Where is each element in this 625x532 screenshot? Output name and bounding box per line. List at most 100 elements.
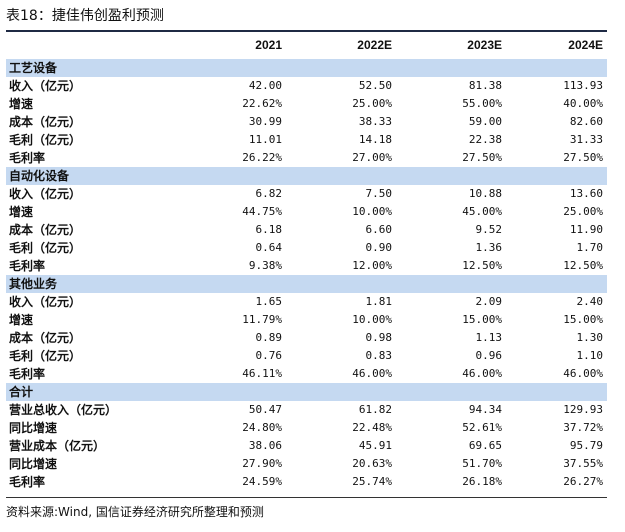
table-row: 成本（亿元） 0.89 0.98 1.13 1.30	[6, 329, 607, 347]
value-cell: 0.90	[365, 241, 393, 254]
value-cell: 1.36	[475, 241, 503, 254]
value-cell: 26.18%	[462, 475, 502, 488]
section-header-row: 自动化设备	[6, 167, 607, 185]
value-cell: 22.62%	[242, 97, 282, 110]
value-cell: 14.18	[358, 133, 392, 146]
profit-forecast-table: 2021 2022E 2023E 2024E 工艺设备收入（亿元） 42.00 52…	[6, 32, 607, 491]
value-cell: 15.00%	[462, 313, 502, 326]
value-cell: 13.60	[569, 187, 603, 200]
value-cell: 22.38	[468, 133, 502, 146]
row-label: 毛利率	[9, 475, 46, 489]
value-cell: 95.79	[569, 439, 603, 452]
source-note: 资料来源:Wind, 国信证券经济研究所整理和预测	[6, 505, 264, 519]
row-label: 成本（亿元）	[9, 331, 82, 345]
table-row: 增速 44.75% 10.00% 45.00% 25.00%	[6, 203, 607, 221]
value-cell: 0.98	[365, 331, 393, 344]
table-row: 成本（亿元） 30.99 38.33 59.00 82.60	[6, 113, 607, 131]
value-cell: 0.96	[475, 349, 503, 362]
row-label: 营业成本（亿元）	[9, 439, 106, 453]
value-cell: 0.83	[365, 349, 393, 362]
row-label: 增速	[9, 97, 34, 111]
table-body: 工艺设备 收入（亿元） 42.00 52.50 81.38 113.93 增速 22.62% 2…	[6, 59, 607, 491]
value-cell: 2.40	[576, 295, 604, 308]
value-cell: 7.50	[365, 187, 393, 200]
table-title: 表18：捷佳伟创盈利预测	[6, 8, 164, 24]
row-label: 营业总收入（亿元）	[9, 403, 118, 417]
table-row: 毛利（亿元） 0.76 0.83 0.96 1.10	[6, 347, 607, 365]
row-label: 成本（亿元）	[9, 223, 82, 237]
value-cell: 82.60	[569, 115, 603, 128]
value-cell: 27.50%	[462, 151, 502, 164]
value-cell: 55.00%	[462, 97, 502, 110]
value-cell: 51.70%	[462, 457, 502, 470]
value-cell: 26.22%	[242, 151, 282, 164]
value-cell: 129.93	[563, 403, 603, 416]
table-row: 毛利率 9.38% 12.00% 12.50% 12.50%	[6, 257, 607, 275]
row-label: 毛利（亿元）	[9, 133, 82, 147]
value-cell: 45.00%	[462, 205, 502, 218]
value-cell: 25.00%	[352, 97, 392, 110]
value-cell: 11.79%	[242, 313, 282, 326]
value-cell: 94.34	[468, 403, 502, 416]
value-cell: 26.27%	[563, 475, 603, 488]
value-cell: 46.00%	[563, 367, 603, 380]
value-cell: 9.38%	[248, 259, 282, 272]
table-row: 毛利（亿元） 11.01 14.18 22.38 31.33	[6, 131, 607, 149]
value-cell: 22.48%	[352, 421, 392, 434]
row-label: 收入（亿元）	[9, 187, 82, 201]
value-cell: 9.52	[475, 223, 503, 236]
value-cell: 0.64	[255, 241, 283, 254]
table-row: 成本（亿元） 6.18 6.60 9.52 11.90	[6, 221, 607, 239]
value-cell: 6.18	[255, 223, 283, 236]
value-cell: 2.09	[475, 295, 503, 308]
value-cell: 50.47	[248, 403, 282, 416]
table-row: 营业成本（亿元） 38.06 45.91 69.65 95.79	[6, 437, 607, 455]
value-cell: 11.01	[248, 133, 282, 146]
bottom-rule	[6, 497, 607, 498]
value-cell: 69.65	[468, 439, 502, 452]
header-label-cell	[6, 32, 176, 59]
table-row: 同比增速 27.90% 20.63% 51.70% 37.55%	[6, 455, 607, 473]
row-label: 增速	[9, 313, 34, 327]
section-header-row: 工艺设备	[6, 59, 607, 77]
table-row: 增速 22.62% 25.00% 55.00% 40.00%	[6, 95, 607, 113]
value-cell: 45.91	[358, 439, 392, 452]
value-cell: 38.06	[248, 439, 282, 452]
table-row: 毛利率 46.11% 46.00% 46.00% 46.00%	[6, 365, 607, 383]
value-cell: 40.00%	[563, 97, 603, 110]
value-cell: 20.63%	[352, 457, 392, 470]
value-cell: 42.00	[248, 79, 282, 92]
value-cell: 12.50%	[462, 259, 502, 272]
table-row: 收入（亿元） 1.65 1.81 2.09 2.40	[6, 293, 607, 311]
value-cell: 11.90	[569, 223, 603, 236]
value-cell: 52.50	[358, 79, 392, 92]
table-row: 增速 11.79% 10.00% 15.00% 15.00%	[6, 311, 607, 329]
table-row: 毛利（亿元） 0.64 0.90 1.36 1.70	[6, 239, 607, 257]
value-cell: 1.30	[576, 331, 604, 344]
value-cell: 27.50%	[563, 151, 603, 164]
row-label: 毛利（亿元）	[9, 349, 82, 363]
value-cell: 61.82	[358, 403, 392, 416]
table-row: 毛利率 26.22% 27.00% 27.50% 27.50%	[6, 149, 607, 167]
section-header-row: 合计	[6, 383, 607, 401]
value-cell: 1.10	[576, 349, 604, 362]
value-cell: 52.61%	[462, 421, 502, 434]
table-row: 同比增速 24.80% 22.48% 52.61% 37.72%	[6, 419, 607, 437]
value-cell: 38.33	[358, 115, 392, 128]
header-row: 2021 2022E 2023E 2024E	[6, 32, 607, 59]
value-cell: 37.72%	[563, 421, 603, 434]
value-cell: 25.74%	[352, 475, 392, 488]
section-title: 工艺设备	[9, 61, 58, 75]
section-title: 其他业务	[9, 277, 58, 291]
value-cell: 30.99	[248, 115, 282, 128]
header-year-2022e: 2022E	[357, 38, 392, 52]
value-cell: 10.00%	[352, 313, 392, 326]
value-cell: 15.00%	[563, 313, 603, 326]
table-row: 营业总收入（亿元） 50.47 61.82 94.34 129.93	[6, 401, 607, 419]
value-cell: 25.00%	[563, 205, 603, 218]
row-label: 毛利率	[9, 367, 46, 381]
value-cell: 27.90%	[242, 457, 282, 470]
table-row: 收入（亿元） 42.00 52.50 81.38 113.93	[6, 77, 607, 95]
value-cell: 0.89	[255, 331, 283, 344]
value-cell: 0.76	[255, 349, 283, 362]
